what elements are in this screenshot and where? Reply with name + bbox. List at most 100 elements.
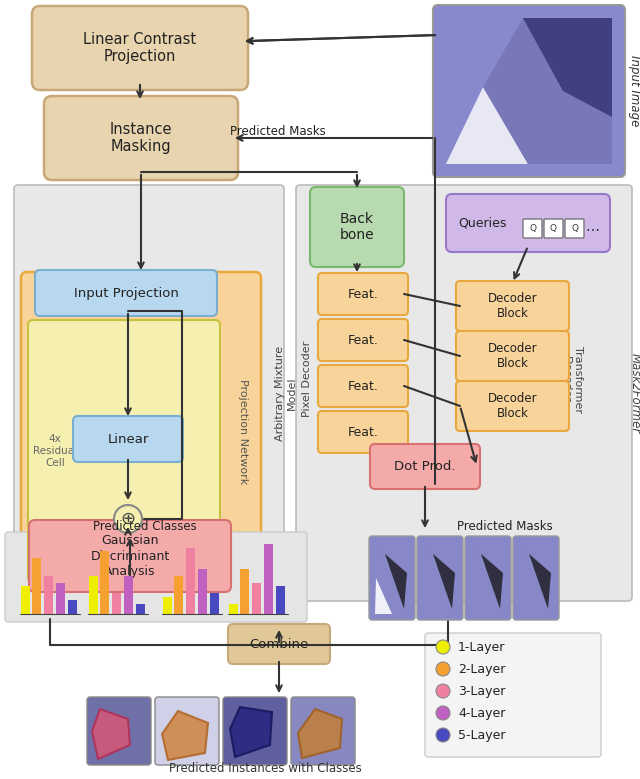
Text: Linear: Linear: [108, 432, 148, 446]
Circle shape: [436, 706, 450, 720]
Bar: [252, 583, 261, 614]
Bar: [175, 576, 184, 614]
Text: Transformer
Decoder: Transformer Decoder: [561, 346, 583, 413]
Text: 3-Layer: 3-Layer: [458, 685, 506, 697]
Text: 2-Layer: 2-Layer: [458, 662, 506, 675]
Polygon shape: [92, 709, 130, 759]
FancyBboxPatch shape: [35, 270, 217, 316]
FancyBboxPatch shape: [565, 219, 584, 238]
Bar: [56, 583, 65, 614]
FancyBboxPatch shape: [370, 444, 480, 489]
FancyBboxPatch shape: [228, 624, 330, 664]
Text: Pixel Decoder: Pixel Decoder: [302, 341, 312, 417]
Text: ⋯: ⋯: [585, 222, 599, 236]
Text: ⊕: ⊕: [120, 510, 136, 528]
Text: Dot Prod.: Dot Prod.: [394, 460, 456, 473]
Text: Q: Q: [571, 224, 578, 233]
Polygon shape: [523, 18, 612, 117]
FancyBboxPatch shape: [456, 281, 569, 331]
Text: Decoder
Block: Decoder Block: [488, 292, 538, 320]
Polygon shape: [298, 709, 342, 758]
FancyBboxPatch shape: [446, 194, 610, 252]
FancyBboxPatch shape: [5, 532, 307, 622]
Circle shape: [436, 684, 450, 698]
Text: Q: Q: [550, 224, 557, 233]
Text: Feat.: Feat.: [348, 333, 378, 347]
FancyBboxPatch shape: [14, 185, 284, 601]
Circle shape: [436, 728, 450, 742]
Polygon shape: [375, 578, 392, 614]
Text: 4x
Residual
Cell: 4x Residual Cell: [33, 435, 77, 467]
Text: Predicted Classes: Predicted Classes: [93, 520, 197, 533]
Text: Feat.: Feat.: [348, 379, 378, 393]
Text: Feat.: Feat.: [348, 425, 378, 439]
Bar: [112, 593, 121, 614]
FancyBboxPatch shape: [425, 633, 601, 757]
Polygon shape: [446, 87, 528, 164]
FancyBboxPatch shape: [73, 416, 183, 462]
FancyBboxPatch shape: [296, 185, 632, 601]
FancyBboxPatch shape: [310, 187, 404, 267]
Text: 4-Layer: 4-Layer: [458, 707, 506, 720]
FancyBboxPatch shape: [291, 697, 355, 765]
Text: Back
bone: Back bone: [340, 212, 374, 242]
Bar: [136, 604, 145, 614]
Text: Mask2Former: Mask2Former: [628, 353, 640, 433]
Polygon shape: [230, 707, 272, 757]
FancyBboxPatch shape: [513, 536, 559, 620]
FancyBboxPatch shape: [456, 331, 569, 381]
Text: Projection Network: Projection Network: [238, 379, 248, 485]
FancyBboxPatch shape: [456, 381, 569, 431]
Text: 5-Layer: 5-Layer: [458, 728, 506, 742]
FancyBboxPatch shape: [87, 697, 151, 765]
FancyBboxPatch shape: [21, 272, 261, 592]
Bar: [186, 548, 195, 614]
Text: Feat.: Feat.: [348, 287, 378, 301]
Bar: [163, 597, 172, 614]
Circle shape: [436, 640, 450, 654]
Bar: [264, 544, 273, 614]
Polygon shape: [425, 547, 455, 609]
Bar: [241, 569, 250, 614]
Bar: [124, 576, 133, 614]
Text: Gaussian
Discriminant
Analysis: Gaussian Discriminant Analysis: [90, 534, 170, 577]
Text: Input Projection: Input Projection: [74, 287, 179, 299]
Circle shape: [436, 662, 450, 676]
Bar: [44, 576, 53, 614]
FancyBboxPatch shape: [28, 320, 220, 582]
Polygon shape: [473, 547, 503, 609]
Text: Predicted Masks: Predicted Masks: [230, 125, 326, 138]
FancyBboxPatch shape: [465, 536, 511, 620]
Bar: [68, 600, 77, 614]
Bar: [198, 569, 207, 614]
Text: Combine: Combine: [250, 637, 308, 650]
Bar: [276, 586, 285, 614]
Text: Predicted Instances with Classes: Predicted Instances with Classes: [168, 763, 362, 776]
FancyBboxPatch shape: [44, 96, 238, 180]
FancyBboxPatch shape: [369, 536, 415, 620]
FancyBboxPatch shape: [29, 520, 231, 592]
Text: Predicted Masks: Predicted Masks: [457, 520, 553, 533]
Text: Decoder
Block: Decoder Block: [488, 342, 538, 370]
Text: Arbitrary Mixture
Model: Arbitrary Mixture Model: [275, 345, 297, 441]
Polygon shape: [377, 547, 407, 609]
FancyBboxPatch shape: [544, 219, 563, 238]
Text: Input Image: Input Image: [627, 55, 640, 127]
Bar: [33, 558, 42, 614]
FancyBboxPatch shape: [433, 5, 625, 177]
Bar: [89, 576, 98, 614]
Circle shape: [114, 505, 142, 533]
FancyBboxPatch shape: [417, 536, 463, 620]
Bar: [228, 604, 237, 614]
Bar: [100, 551, 109, 614]
FancyBboxPatch shape: [523, 219, 542, 238]
Polygon shape: [162, 711, 208, 760]
Text: Q: Q: [529, 224, 536, 233]
Polygon shape: [521, 547, 551, 609]
Text: 1-Layer: 1-Layer: [458, 640, 506, 654]
FancyBboxPatch shape: [318, 319, 408, 361]
Text: Decoder
Block: Decoder Block: [488, 392, 538, 420]
FancyBboxPatch shape: [318, 273, 408, 315]
Bar: [20, 586, 29, 614]
FancyBboxPatch shape: [318, 411, 408, 453]
